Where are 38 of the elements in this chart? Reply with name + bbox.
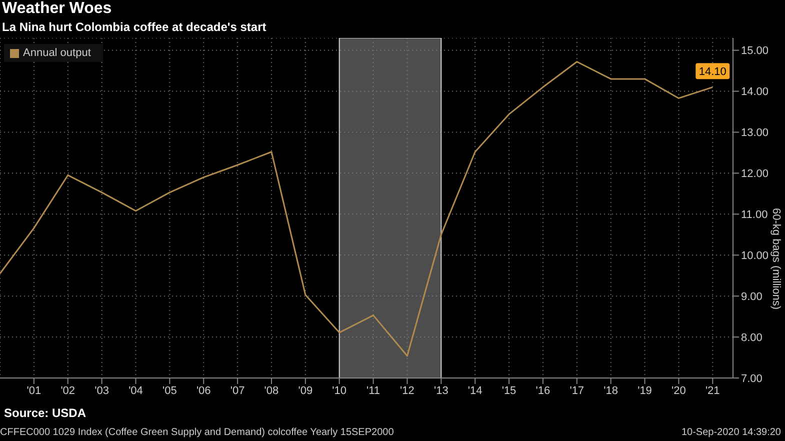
x-tick-label: '04 bbox=[128, 384, 143, 397]
y-tick-label: 15.00 bbox=[741, 45, 769, 58]
y-tick-label: 14.00 bbox=[741, 86, 769, 98]
y-axis-title: 60-kg bags (millions) bbox=[770, 208, 782, 310]
chart-subtitle: La Nina hurt Colombia coffee at decade's start bbox=[2, 20, 266, 34]
y-tick-label: 13.00 bbox=[741, 127, 769, 140]
x-tick-label: '13 bbox=[434, 384, 448, 397]
x-tick-label: '11 bbox=[366, 384, 380, 397]
x-tick-label: '20 bbox=[672, 384, 686, 397]
x-tick-label: '07 bbox=[230, 384, 245, 397]
y-tick-label: 9.00 bbox=[741, 290, 762, 303]
x-tick-label: '08 bbox=[264, 384, 279, 397]
x-tick-label: '14 bbox=[468, 384, 482, 397]
x-tick-label: '05 bbox=[162, 384, 177, 397]
source-note: Source: USDA bbox=[4, 406, 86, 420]
y-tick-label: 12.00 bbox=[741, 168, 769, 180]
x-tick-label: '01 bbox=[26, 384, 42, 397]
x-tick-label: '15 bbox=[502, 384, 516, 397]
x-tick-label: '18 bbox=[604, 384, 618, 397]
x-tick-label: '09 bbox=[298, 384, 313, 397]
x-tick-label: '12 bbox=[400, 384, 414, 397]
x-tick-label: '16 bbox=[536, 384, 550, 397]
x-tick-label: '19 bbox=[638, 384, 652, 397]
legend-label: Annual output bbox=[22, 47, 91, 59]
y-tick-label: 10.00 bbox=[741, 250, 769, 262]
x-tick-label: '03 bbox=[94, 384, 109, 397]
x-tick-label: '10 bbox=[332, 384, 347, 397]
x-tick-label: '06 bbox=[196, 384, 211, 397]
chart-title: Weather Woes bbox=[2, 0, 112, 18]
y-tick-label: 8.00 bbox=[741, 332, 762, 344]
y-tick-label: 7.00 bbox=[741, 372, 762, 385]
data-label: 14.10 bbox=[698, 66, 726, 78]
x-tick-label: '02 bbox=[60, 384, 76, 397]
x-tick-label: '21 bbox=[705, 384, 720, 397]
x-tick-label: '17 bbox=[570, 384, 584, 397]
text: CFFEC000 1029 Index (Coffee Green Supply and Demand) colcoffee Yearly 15SEP2000 bbox=[0, 427, 394, 438]
text: 10-Sep-2020 14:39:20 bbox=[681, 427, 781, 438]
y-tick-label: 11.00 bbox=[741, 209, 768, 222]
